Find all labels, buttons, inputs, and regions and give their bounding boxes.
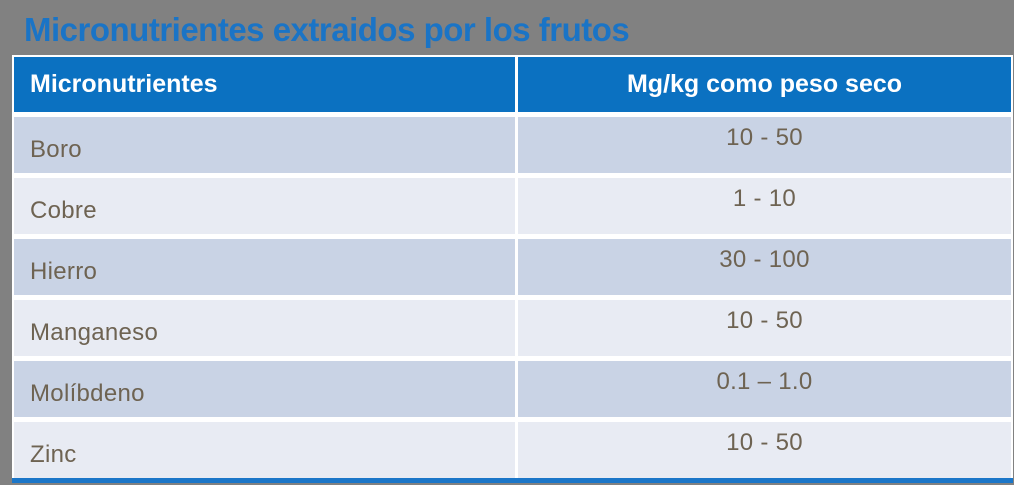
nutrient-name-cell: Hierro [14,239,515,295]
nutrient-value: 10 - 50 [726,124,803,151]
header-cell-micronutrientes: Micronutrientes [14,57,515,112]
nutrient-value-cell: 10 - 50 [518,422,1011,478]
nutrient-name: Manganeso [30,319,159,346]
table-row: Boro 10 - 50 [14,117,1011,173]
nutrient-value-cell: 1 - 10 [518,178,1011,234]
nutrient-name-cell: Boro [14,117,515,173]
table-row: Hierro 30 - 100 [14,239,1011,295]
table-row: Zinc 10 - 50 [14,422,1011,478]
nutrient-value-cell: 30 - 100 [518,239,1011,295]
micronutrients-table: Micronutrientes Mg/kg como peso seco Bor… [12,55,1013,483]
nutrient-name: Cobre [30,197,97,224]
header-label-micronutrientes: Micronutrientes [30,70,218,98]
nutrient-name-cell: Manganeso [14,300,515,356]
slide-title: Micronutrientes extraidos por los frutos [24,11,630,48]
table-row: Cobre 1 - 10 [14,178,1011,234]
nutrient-name: Hierro [30,258,98,285]
table-row: Manganeso 10 - 50 [14,300,1011,356]
header-label-mg-kg: Mg/kg como peso seco [626,70,903,98]
nutrient-name: Molíbdeno [30,380,145,407]
nutrient-value: 1 - 10 [732,185,797,212]
nutrient-name: Zinc [30,441,77,468]
table-header-row: Micronutrientes Mg/kg como peso seco [14,57,1011,112]
nutrient-value: 30 - 100 [719,246,810,273]
nutrient-value-cell: 10 - 50 [518,117,1011,173]
nutrient-value-cell: 0.1 – 1.0 [518,361,1011,417]
nutrient-value: 10 - 50 [726,307,803,334]
nutrient-name-cell: Zinc [14,422,515,478]
nutrient-value: 0.1 – 1.0 [716,368,813,395]
table-row: Molíbdeno 0.1 – 1.0 [14,361,1011,417]
nutrient-name-cell: Molíbdeno [14,361,515,417]
header-cell-mg-kg: Mg/kg como peso seco [518,57,1011,112]
nutrient-value-cell: 10 - 50 [518,300,1011,356]
table-body: Boro 10 - 50 Cobre 1 - 10 [14,117,1011,478]
nutrient-name-cell: Cobre [14,178,515,234]
nutrient-value: 10 - 50 [726,429,803,456]
nutrient-name: Boro [30,136,82,163]
